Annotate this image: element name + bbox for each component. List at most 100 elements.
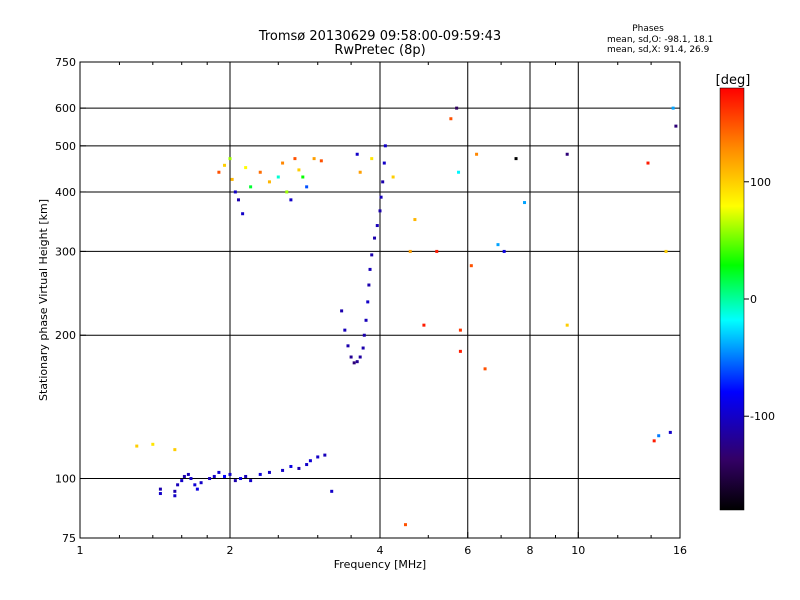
data-point [212, 474, 216, 478]
data-point [233, 190, 237, 194]
x-tick-label: 8 [527, 544, 534, 557]
data-point [408, 249, 412, 253]
data-point [367, 283, 371, 287]
data-point [364, 318, 368, 322]
data-point [297, 466, 301, 470]
data-point [158, 487, 162, 491]
data-point [352, 361, 356, 365]
data-point [349, 355, 353, 359]
data-point [375, 224, 379, 228]
data-point [258, 472, 262, 476]
data-point [208, 477, 212, 481]
y-tick-label: 500 [55, 140, 76, 153]
data-point [305, 185, 309, 189]
data-point [217, 170, 221, 174]
data-point [565, 323, 569, 327]
data-point [289, 464, 293, 468]
data-point [458, 349, 462, 353]
data-point [330, 489, 334, 493]
data-point [244, 474, 248, 478]
x-tick-label: 6 [464, 544, 471, 557]
data-point [646, 161, 650, 165]
data-point [236, 198, 240, 202]
data-point [514, 157, 518, 161]
data-point [378, 209, 382, 213]
data-point [186, 472, 190, 476]
data-point [355, 152, 359, 156]
data-point [135, 444, 139, 448]
grid-lines [80, 62, 680, 538]
data-point [228, 157, 232, 161]
y-tick-label: 750 [55, 56, 76, 69]
data-point [249, 185, 253, 189]
data-point [457, 170, 461, 174]
colorbar-tick-label: 100 [750, 176, 771, 189]
data-point [355, 360, 359, 364]
data-point [223, 474, 227, 478]
data-point [241, 212, 245, 216]
data-point [366, 300, 370, 304]
x-tick-label: 1 [77, 544, 84, 557]
y-tick-label: 400 [55, 186, 76, 199]
data-point [435, 249, 439, 253]
data-point [422, 323, 426, 327]
data-point [239, 477, 243, 481]
data-point [305, 463, 309, 467]
data-point [381, 180, 385, 184]
data-point [281, 161, 285, 165]
data-point [285, 190, 289, 194]
data-point [293, 157, 297, 161]
colorbar [719, 87, 745, 511]
data-point [652, 439, 656, 443]
data-point [368, 267, 372, 271]
data-point [373, 236, 377, 240]
x-axis-label: Frequency [MHz] [334, 558, 426, 571]
data-point [281, 468, 285, 472]
data-point [195, 487, 199, 491]
data-point [319, 159, 323, 163]
data-point [323, 453, 327, 457]
x-tick-label: 4 [377, 544, 384, 557]
data-point [249, 479, 253, 483]
data-point [361, 346, 365, 350]
data-point [664, 249, 668, 253]
data-point [475, 152, 479, 156]
data-point [151, 442, 155, 446]
data-point [276, 175, 280, 179]
chart-title: Tromsø 20130629 09:58:00-09:59:43 [258, 29, 501, 44]
y-axis-label: Stationary phase Virtual Height [km] [37, 199, 50, 401]
data-point [180, 479, 184, 483]
x-tick-label: 10 [571, 544, 585, 557]
data-point [413, 218, 417, 222]
y-tick-label: 600 [55, 102, 76, 115]
data-point [403, 523, 407, 527]
data-point [176, 483, 180, 487]
y-tick-label: 100 [55, 473, 76, 486]
data-point [267, 470, 271, 474]
data-point [289, 198, 293, 202]
colorbar-tick-label: 0 [750, 293, 757, 306]
data-point [383, 144, 387, 148]
colorbar-label: [deg] [716, 73, 751, 88]
data-point [228, 472, 232, 476]
data-point [173, 494, 177, 498]
data-point [358, 170, 362, 174]
data-point [458, 328, 462, 332]
data-point [370, 157, 374, 161]
y-tick-label: 200 [55, 329, 76, 342]
colorbar-ticks: 100 0 -100 [744, 176, 775, 423]
data-point [189, 477, 193, 481]
axis-ticks: 1 2 4 6 8 10 16 75 100 200 300 400 500 600 750 [55, 56, 687, 557]
data-point [502, 249, 506, 253]
data-point [674, 124, 678, 128]
x-tick-label: 2 [227, 544, 234, 557]
data-point [230, 177, 234, 181]
data-point [523, 201, 527, 205]
data-point [379, 195, 383, 199]
data-point [391, 175, 395, 179]
data-point [671, 106, 675, 110]
data-point [668, 430, 672, 434]
y-tick-label: 75 [62, 532, 76, 545]
data-point [340, 309, 344, 313]
colorbar-tick-label: -100 [750, 410, 775, 423]
